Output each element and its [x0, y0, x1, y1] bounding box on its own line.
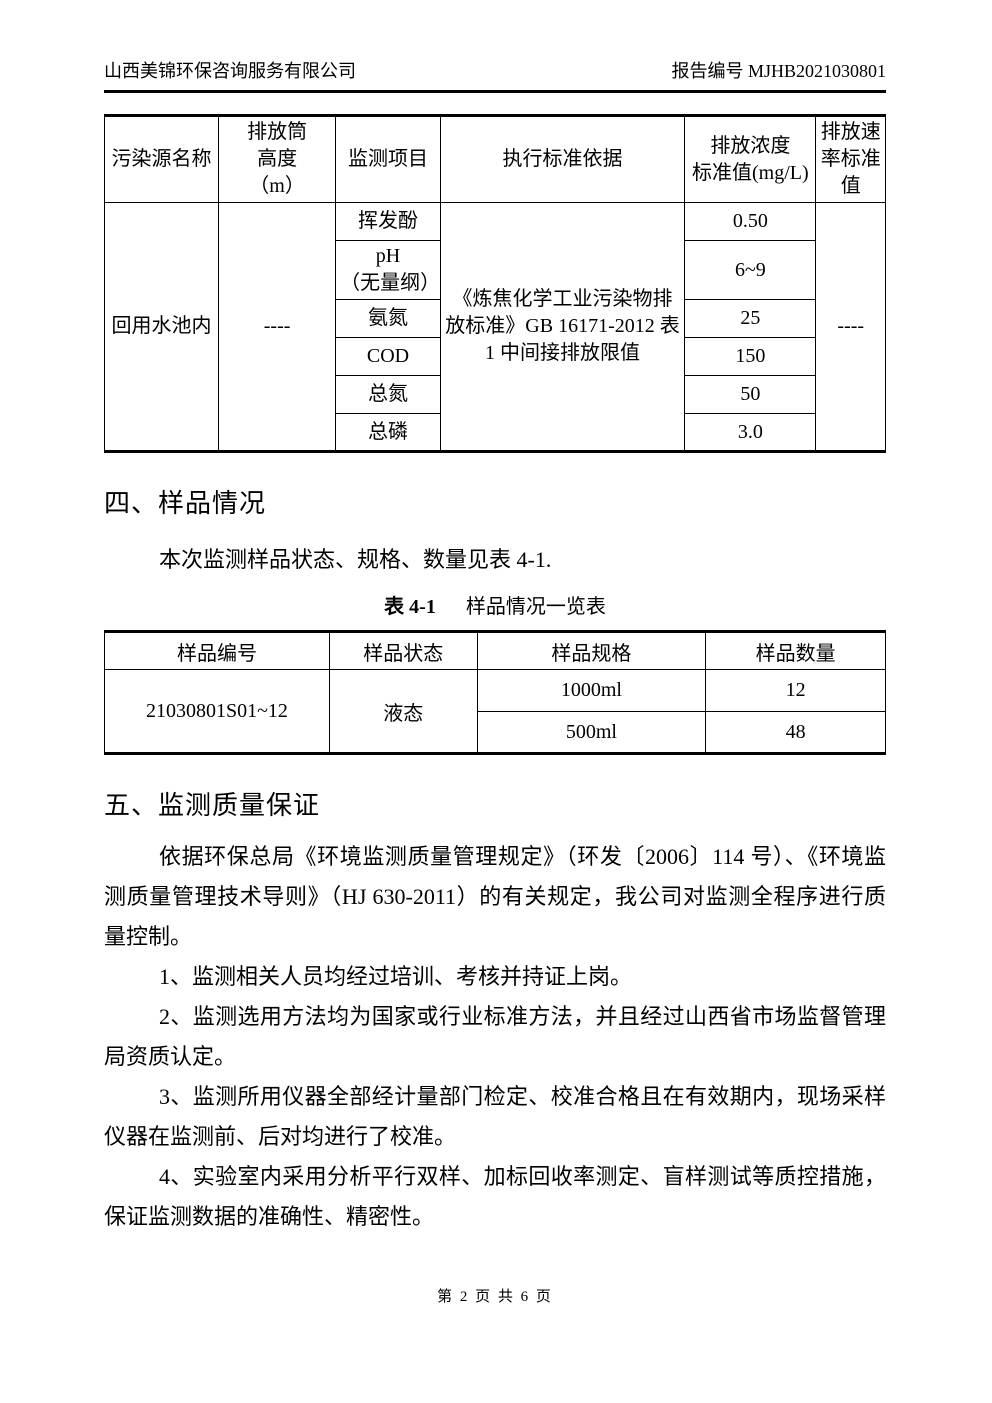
standard-basis-cell: 《炼焦化学工业污染物排放标准》GB 16171-2012 表 1 中间接排放限值 — [439, 202, 686, 453]
table-row: 21030801S01~12 液态 1000ml 12 — [104, 669, 886, 755]
sample-qty-cell: 48 — [705, 711, 886, 755]
item-limit-cell: 25 — [684, 299, 817, 339]
item-name-cell: COD — [335, 337, 441, 377]
item-limit-cell: 0.50 — [684, 202, 817, 242]
table-caption-title: 样品情况一览表 — [465, 596, 606, 619]
emission-standards-table: 污染源名称 排放筒 高度 （m） 监测项目 执行标准依据 排放浓度 标准值(mg… — [103, 114, 886, 454]
paragraph: 依据环保总局《环境监测质量管理规定》（环发〔2006〕114 号）、《环境监测质… — [104, 844, 886, 950]
paragraph: 1、监测相关人员均经过培训、考核并持证上岗。 — [159, 964, 633, 990]
sample-spec-cell: 500ml — [476, 711, 707, 755]
col-header-rate-limit: 排放速 率标准 值 — [815, 115, 886, 204]
paragraph: 3、监测所用仪器全部经计量部门检定、校准合格且在有效期内，现场采样仪器在监测前、… — [104, 1084, 886, 1150]
col-header-standard-basis: 执行标准依据 — [439, 115, 686, 204]
table-row: 氨氮 25 — [105, 299, 886, 339]
table-header-row: 污染源名称 排放筒 高度 （m） 监测项目 执行标准依据 排放浓度 标准值(mg… — [103, 115, 886, 204]
sample-qty-cell: 12 — [705, 669, 886, 713]
section5-body: 依据环保总局《环境监测质量管理规定》（环发〔2006〕114 号）、《环境监测质… — [104, 837, 886, 1237]
col-header-source: 污染源名称 — [103, 115, 220, 204]
paragraph: 2、监测选用方法均为国家或行业标准方法，并且经过山西省市场监督管理局资质认定。 — [104, 1004, 886, 1070]
paragraph: 4、实验室内采用分析平行双样、加标回收率测定、盲样测试等质控措施，保证监测数据的… — [104, 1164, 886, 1230]
table-row: COD 150 — [105, 337, 886, 377]
table-row: 500ml 48 — [105, 711, 886, 755]
table-caption-label: 表 4-1 — [384, 596, 436, 619]
col-header-sample-code: 样品编号 — [104, 631, 330, 671]
item-name-cell: 总磷 — [335, 413, 441, 453]
sample-info-table: 样品编号 样品状态 样品规格 样品数量 21030801S01~12 液态 10… — [104, 630, 886, 756]
page-header: 山西美锦环保咨询服务有限公司 报告编号 MJHB2021030801 — [104, 60, 886, 94]
sample-code-cell: 21030801S01~12 — [104, 669, 330, 755]
page-number: 第 2 页 共 6 页 — [437, 1289, 553, 1306]
section5-heading: 五、监测质量保证 — [104, 791, 321, 821]
col-header-concentration-limit: 排放浓度 标准值(mg/L) — [684, 115, 817, 204]
table-row: 回用水池内 ---- 挥发酚 《炼焦化学工业污染物排放标准》GB 16171-2… — [103, 202, 886, 453]
sample-spec-cell: 1000ml — [476, 669, 707, 713]
item-name-cell: 挥发酚 — [335, 202, 441, 242]
item-limit-cell: 150 — [684, 337, 817, 377]
item-name-cell: pH （无量纲） — [335, 240, 441, 301]
item-limit-cell: 6~9 — [684, 240, 817, 301]
col-header-stack-height: 排放筒 高度 （m） — [218, 115, 337, 204]
item-name-cell: 总氮 — [335, 375, 441, 415]
table-row: 总磷 3.0 — [105, 413, 886, 453]
table-row: 总氮 50 — [105, 375, 886, 415]
source-name-cell: 回用水池内 — [103, 202, 220, 453]
item-limit-cell: 3.0 — [684, 413, 817, 453]
report-number: 报告编号 MJHB2021030801 — [671, 61, 886, 81]
rate-limit-cell: ---- — [815, 202, 886, 453]
item-name-cell: 氨氮 — [335, 299, 441, 339]
col-header-item: 监测项目 — [335, 115, 441, 204]
col-header-sample-spec: 样品规格 — [476, 631, 707, 671]
section4-heading: 四、样品情况 — [104, 489, 267, 519]
sample-state-cell: 液态 — [328, 669, 478, 755]
col-header-sample-qty: 样品数量 — [705, 631, 886, 671]
item-limit-cell: 50 — [684, 375, 817, 415]
company-name: 山西美锦环保咨询服务有限公司 — [104, 61, 356, 81]
table-row: pH （无量纲） 6~9 — [105, 240, 886, 301]
stack-height-cell: ---- — [218, 202, 337, 453]
col-header-sample-state: 样品状态 — [328, 631, 478, 671]
section4-intro: 本次监测样品状态、规格、数量见表 4-1. — [159, 547, 552, 573]
table-header-row: 样品编号 样品状态 样品规格 样品数量 — [104, 631, 886, 671]
table-caption: 表 4-1 样品情况一览表 — [104, 590, 886, 619]
